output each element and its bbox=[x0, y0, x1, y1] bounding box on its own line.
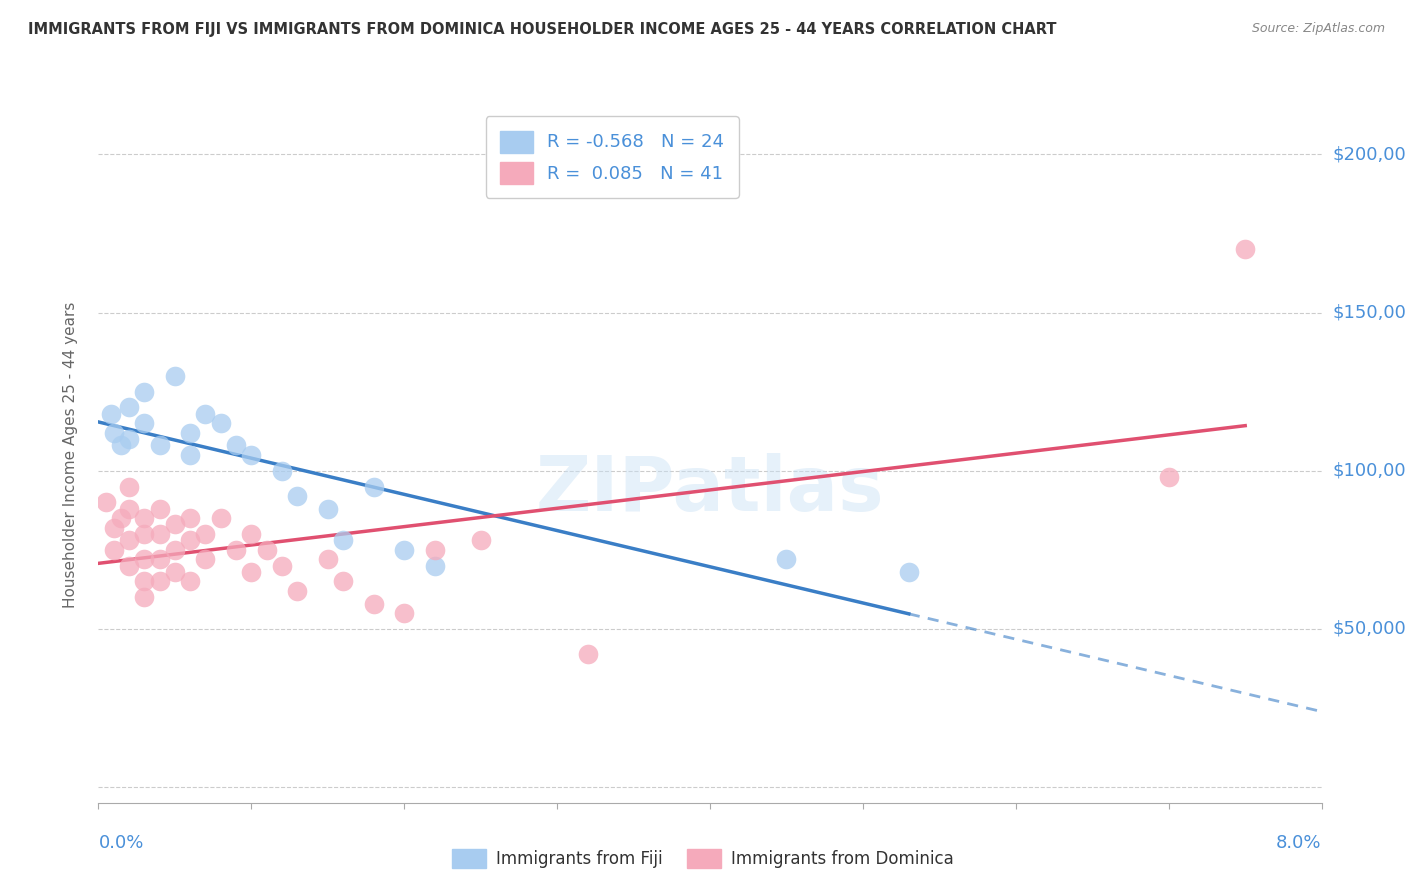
Point bbox=[423, 542, 446, 557]
Text: IMMIGRANTS FROM FIJI VS IMMIGRANTS FROM DOMINICA HOUSEHOLDER INCOME AGES 25 - 44: IMMIGRANTS FROM FIJI VS IMMIGRANTS FROM … bbox=[28, 22, 1057, 37]
Text: ZIPatlas: ZIPatlas bbox=[536, 453, 884, 526]
Point bbox=[194, 552, 217, 566]
Point bbox=[179, 574, 201, 589]
Point bbox=[163, 517, 186, 532]
Text: $100,000: $100,000 bbox=[1333, 462, 1406, 480]
Point bbox=[285, 489, 308, 503]
Legend: R = -0.568   N = 24, R =  0.085   N = 41: R = -0.568 N = 24, R = 0.085 N = 41 bbox=[485, 116, 738, 198]
Point bbox=[149, 501, 172, 516]
Point bbox=[209, 417, 232, 431]
Legend: Immigrants from Fiji, Immigrants from Dominica: Immigrants from Fiji, Immigrants from Do… bbox=[446, 842, 960, 875]
Point bbox=[179, 533, 201, 548]
Point bbox=[332, 574, 354, 589]
Point bbox=[149, 438, 172, 452]
Point bbox=[118, 533, 141, 548]
Point bbox=[163, 368, 186, 383]
Point bbox=[775, 552, 797, 566]
Point bbox=[118, 401, 141, 415]
Point bbox=[470, 533, 492, 548]
Point bbox=[103, 425, 125, 440]
Point bbox=[179, 511, 201, 525]
Point bbox=[194, 407, 217, 421]
Point bbox=[134, 417, 156, 431]
Point bbox=[118, 558, 141, 573]
Point bbox=[163, 542, 186, 557]
Point bbox=[194, 527, 217, 541]
Point bbox=[118, 479, 141, 493]
Text: 0.0%: 0.0% bbox=[98, 834, 143, 852]
Point bbox=[256, 542, 278, 557]
Point bbox=[423, 558, 446, 573]
Point bbox=[134, 591, 156, 605]
Point bbox=[240, 527, 263, 541]
Point bbox=[240, 565, 263, 579]
Point bbox=[285, 583, 308, 598]
Text: $200,000: $200,000 bbox=[1333, 145, 1406, 163]
Point bbox=[134, 574, 156, 589]
Point bbox=[134, 552, 156, 566]
Point bbox=[270, 464, 294, 478]
Text: Source: ZipAtlas.com: Source: ZipAtlas.com bbox=[1251, 22, 1385, 36]
Point bbox=[179, 425, 201, 440]
Point bbox=[897, 565, 920, 579]
Point bbox=[576, 647, 599, 661]
Text: $50,000: $50,000 bbox=[1333, 620, 1406, 638]
Point bbox=[110, 511, 132, 525]
Point bbox=[149, 527, 172, 541]
Point bbox=[149, 574, 172, 589]
Point bbox=[103, 521, 125, 535]
Point bbox=[332, 533, 354, 548]
Point bbox=[1157, 470, 1180, 484]
Point bbox=[94, 495, 117, 509]
Point bbox=[392, 606, 416, 620]
Point bbox=[179, 448, 201, 462]
Point bbox=[110, 438, 132, 452]
Point bbox=[363, 597, 385, 611]
Point bbox=[163, 565, 186, 579]
Point bbox=[100, 407, 122, 421]
Point bbox=[363, 479, 385, 493]
Point bbox=[316, 552, 339, 566]
Point bbox=[134, 511, 156, 525]
Text: $150,000: $150,000 bbox=[1333, 303, 1406, 322]
Point bbox=[149, 552, 172, 566]
Point bbox=[134, 384, 156, 399]
Point bbox=[225, 438, 247, 452]
Point bbox=[316, 501, 339, 516]
Point bbox=[134, 527, 156, 541]
Point bbox=[392, 542, 416, 557]
Point bbox=[209, 511, 232, 525]
Point bbox=[103, 542, 125, 557]
Text: 8.0%: 8.0% bbox=[1277, 834, 1322, 852]
Point bbox=[240, 448, 263, 462]
Point bbox=[270, 558, 294, 573]
Point bbox=[118, 432, 141, 446]
Y-axis label: Householder Income Ages 25 - 44 years: Householder Income Ages 25 - 44 years bbox=[63, 301, 77, 608]
Point bbox=[1234, 243, 1257, 257]
Point bbox=[118, 501, 141, 516]
Point bbox=[225, 542, 247, 557]
